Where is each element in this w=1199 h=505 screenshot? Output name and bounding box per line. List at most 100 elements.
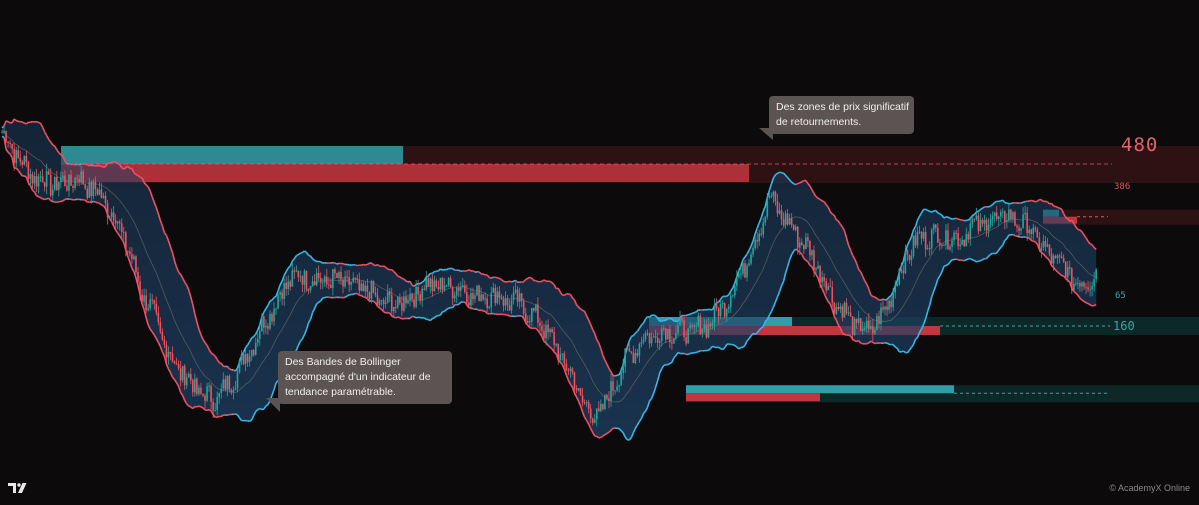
upper-band-segment: [41, 126, 46, 133]
lower-band-segment: [790, 250, 795, 256]
candle-body: [403, 296, 405, 311]
upper-band-segment: [226, 365, 230, 370]
candle-body: [1056, 255, 1059, 259]
candle-body: [727, 306, 730, 310]
lower-band-segment: [31, 189, 36, 193]
upper-band-segment: [855, 262, 860, 270]
lower-band-segment: [734, 344, 738, 348]
candle-body: [589, 408, 592, 419]
upper-band-segment: [847, 244, 852, 251]
upper-band-segment: [93, 164, 96, 167]
upper-band-segment: [200, 334, 204, 340]
lower-band-segment: [912, 339, 917, 345]
candle-body: [449, 278, 452, 288]
lower-band-segment: [236, 414, 241, 419]
upper-band-segment: [914, 219, 919, 227]
upper-band-segment: [391, 269, 395, 273]
upper-band-segment: [937, 212, 941, 215]
candle-body: [577, 388, 580, 391]
lower-band-segment: [630, 432, 635, 439]
upper-band-segment: [957, 218, 961, 221]
upper-band-segment: [366, 262, 370, 266]
lower-band-segment: [549, 346, 553, 350]
upper-band-segment: [687, 313, 691, 316]
bollinger-callout-line-3: tendance paramétrable.: [285, 386, 396, 398]
lower-band-segment: [778, 285, 783, 293]
candle-body: [108, 216, 111, 218]
candle-body: [1032, 227, 1035, 234]
candle-body: [96, 189, 99, 195]
upper-band-segment: [1020, 201, 1024, 204]
candle-body: [660, 328, 663, 342]
candle-body: [811, 250, 813, 256]
lower-band-segment: [786, 259, 791, 267]
lower-band-segment: [311, 308, 316, 313]
lower-band-segment: [870, 340, 874, 344]
upper-band-segment: [858, 268, 862, 273]
candle-body: [886, 306, 888, 310]
candle-body: [285, 282, 287, 290]
candle-body: [68, 174, 70, 191]
upper-band-segment: [308, 254, 311, 257]
lower-band-segment: [44, 198, 47, 201]
candle-body: [246, 353, 249, 363]
candle-body: [1036, 229, 1039, 238]
lower-band-segment: [565, 374, 570, 381]
lower-band-segment: [389, 312, 393, 317]
upper-band-segment: [301, 250, 305, 254]
lower-band-segment: [667, 362, 671, 366]
candle-body: [137, 271, 139, 282]
candle-body: [977, 215, 980, 232]
lower-band-segment: [208, 408, 212, 412]
candle-body: [549, 329, 551, 333]
lower-band-segment: [3, 137, 7, 150]
candle-body: [1073, 283, 1075, 291]
lower-band-segment: [271, 389, 275, 396]
candle-body: [985, 220, 988, 231]
upper-band-segment: [7, 121, 11, 124]
candle-body: [531, 308, 533, 322]
upper-band-segment: [131, 168, 135, 174]
lower-band-segment: [683, 352, 687, 356]
lower-band-segment: [167, 368, 172, 374]
candle-body: [13, 148, 15, 164]
candle-body: [90, 181, 93, 197]
lower-band-segment: [131, 267, 135, 272]
upper-band-segment: [104, 162, 109, 167]
upper-band-segment: [3, 120, 7, 127]
upper-band-segment: [768, 183, 773, 191]
lower-band-segment: [669, 361, 673, 365]
tradingview-logo-icon[interactable]: [8, 482, 30, 494]
upper-band-segment: [653, 314, 657, 317]
upper-band-segment: [906, 240, 911, 246]
candle-body: [56, 177, 58, 190]
lower-band-segment: [443, 308, 448, 312]
candle-body: [476, 285, 478, 296]
lower-band-segment: [42, 197, 45, 201]
upper-band-segment: [868, 288, 872, 296]
candle-body: [853, 318, 856, 335]
upper-band-segment: [1004, 201, 1008, 204]
upper-band-segment: [977, 208, 982, 212]
candle-body: [445, 285, 448, 287]
candle-body: [748, 263, 750, 266]
candle-body: [857, 318, 860, 323]
lower-band-segment: [896, 347, 900, 353]
upper-band-segment: [309, 255, 314, 260]
lower-band-segment: [397, 316, 401, 319]
candle-body: [630, 351, 633, 353]
candle-body: [127, 250, 129, 252]
upper-band-segment: [616, 373, 620, 377]
candle-body: [861, 328, 864, 331]
lower-band-segment: [924, 311, 929, 319]
upper-band-segment: [511, 280, 514, 283]
upper-band-segment: [117, 162, 121, 166]
candle-body: [859, 318, 862, 331]
candle-body: [1008, 209, 1010, 221]
candle-body: [293, 270, 296, 272]
upper-band-segment: [1032, 200, 1036, 203]
upper-band-segment: [334, 262, 338, 265]
upper-band-segment: [437, 268, 442, 272]
candle-body: [208, 385, 210, 387]
